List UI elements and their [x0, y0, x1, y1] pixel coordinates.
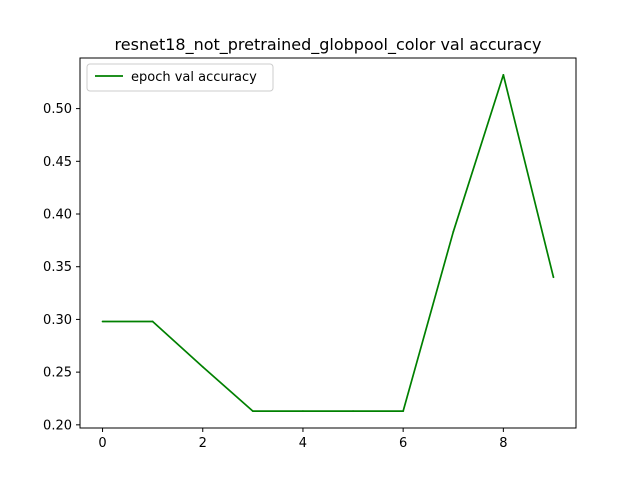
x-tick-label: 2 — [199, 436, 207, 451]
data-point — [502, 73, 505, 76]
y-tick-label: 0.50 — [43, 102, 72, 117]
chart-title: resnet18_not_pretrained_globpool_color v… — [115, 35, 542, 55]
legend-label: epoch val accuracy — [131, 70, 257, 85]
axes-layer: 0 2 4 6 8 0.20 0.25 0.30 0.35 0.40 0.45 0.50 — [43, 57, 577, 451]
series-line — [102, 74, 555, 412]
data-point — [302, 410, 304, 413]
axes-frame — [79, 57, 577, 429]
legend: epoch val accuracy — [86, 63, 274, 92]
x-tick-label: 0 — [98, 436, 106, 451]
data-point — [352, 410, 354, 413]
y-tick-label: 0.40 — [43, 208, 72, 223]
y-tick-label: 0.35 — [43, 260, 72, 275]
x-tick-label: 4 — [299, 436, 307, 451]
y-tick-label: 0.20 — [43, 418, 72, 433]
data-point — [552, 276, 555, 279]
data-point — [201, 365, 204, 368]
x-tick-label: 6 — [399, 436, 407, 451]
series-layer — [101, 73, 555, 413]
y-tick-label: 0.30 — [43, 313, 72, 328]
data-point — [151, 320, 154, 323]
data-point — [101, 320, 104, 323]
legend-box — [86, 63, 274, 92]
data-point — [402, 410, 405, 413]
x-tick-label: 8 — [499, 436, 507, 451]
y-tick-label: 0.45 — [43, 155, 72, 170]
data-point — [452, 231, 455, 233]
y-tick-label: 0.25 — [43, 366, 72, 381]
data-point — [251, 410, 254, 413]
